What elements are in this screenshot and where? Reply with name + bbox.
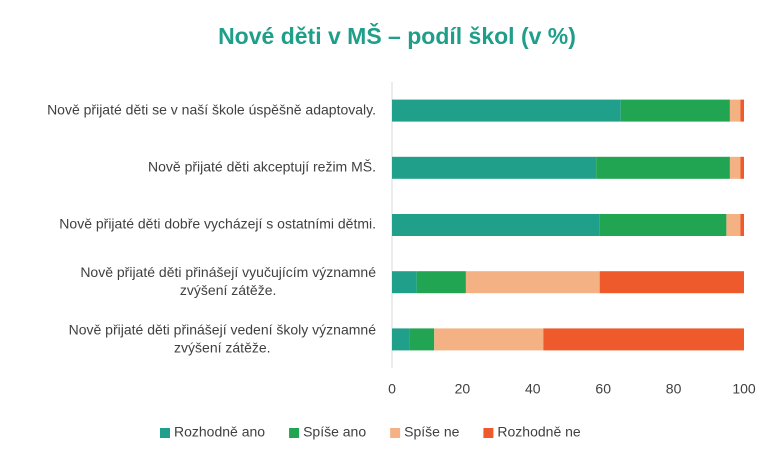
x-tick-label: 0 [388, 381, 396, 397]
legend-swatch [289, 428, 300, 438]
bar-segment [392, 214, 600, 236]
bar-segment [392, 99, 621, 122]
y-tick-label: Nově přijaté děti se v naší škole úspěšn… [47, 101, 376, 117]
legend-label: Rozhodně ne [497, 424, 581, 440]
legend-swatch [483, 428, 494, 438]
bar-segment [392, 271, 417, 294]
bar-segment [434, 328, 544, 351]
legend-label: Rozhodně ano [174, 424, 265, 440]
legend-swatch [390, 428, 401, 438]
bar-segment [740, 156, 744, 179]
x-tick-label: 60 [595, 381, 611, 397]
bar-segment [392, 328, 410, 351]
y-tick-label: Nově přijaté děti akceptují režim MŠ. [148, 159, 376, 175]
x-tick-label: 80 [666, 381, 682, 397]
y-tick-label: Nově přijaté děti dobře vycházejí s osta… [59, 216, 376, 232]
bar-segment [740, 99, 744, 122]
legend-label: Spíše ne [404, 424, 459, 440]
bar-segment [729, 156, 741, 179]
bar-segment [620, 99, 730, 122]
bar-segment [726, 214, 741, 236]
legend-label: Spíše ano [303, 424, 366, 440]
x-tick-label: 20 [455, 381, 471, 397]
y-tick-label: Nově přijaté děti přinášejí vyučujícím v… [80, 264, 376, 298]
bar-segment [392, 156, 597, 179]
bar-segment [465, 271, 600, 294]
bar-segment [596, 156, 730, 179]
legend-swatch [160, 428, 170, 438]
bar-segment [416, 271, 466, 294]
bar-segment [740, 214, 744, 236]
chart-title: Nové děti v MŠ – podíl škol (v %) [218, 22, 576, 49]
bar-segment [543, 328, 744, 351]
bar-segment [409, 328, 435, 351]
y-tick-label: Nově přijaté děti přinášejí vedení školy… [69, 321, 377, 355]
x-tick-label: 100 [732, 381, 756, 397]
bar-segment [599, 214, 727, 236]
bar-segment [599, 271, 744, 294]
bar-segment [729, 99, 741, 122]
x-tick-label: 40 [525, 381, 541, 397]
